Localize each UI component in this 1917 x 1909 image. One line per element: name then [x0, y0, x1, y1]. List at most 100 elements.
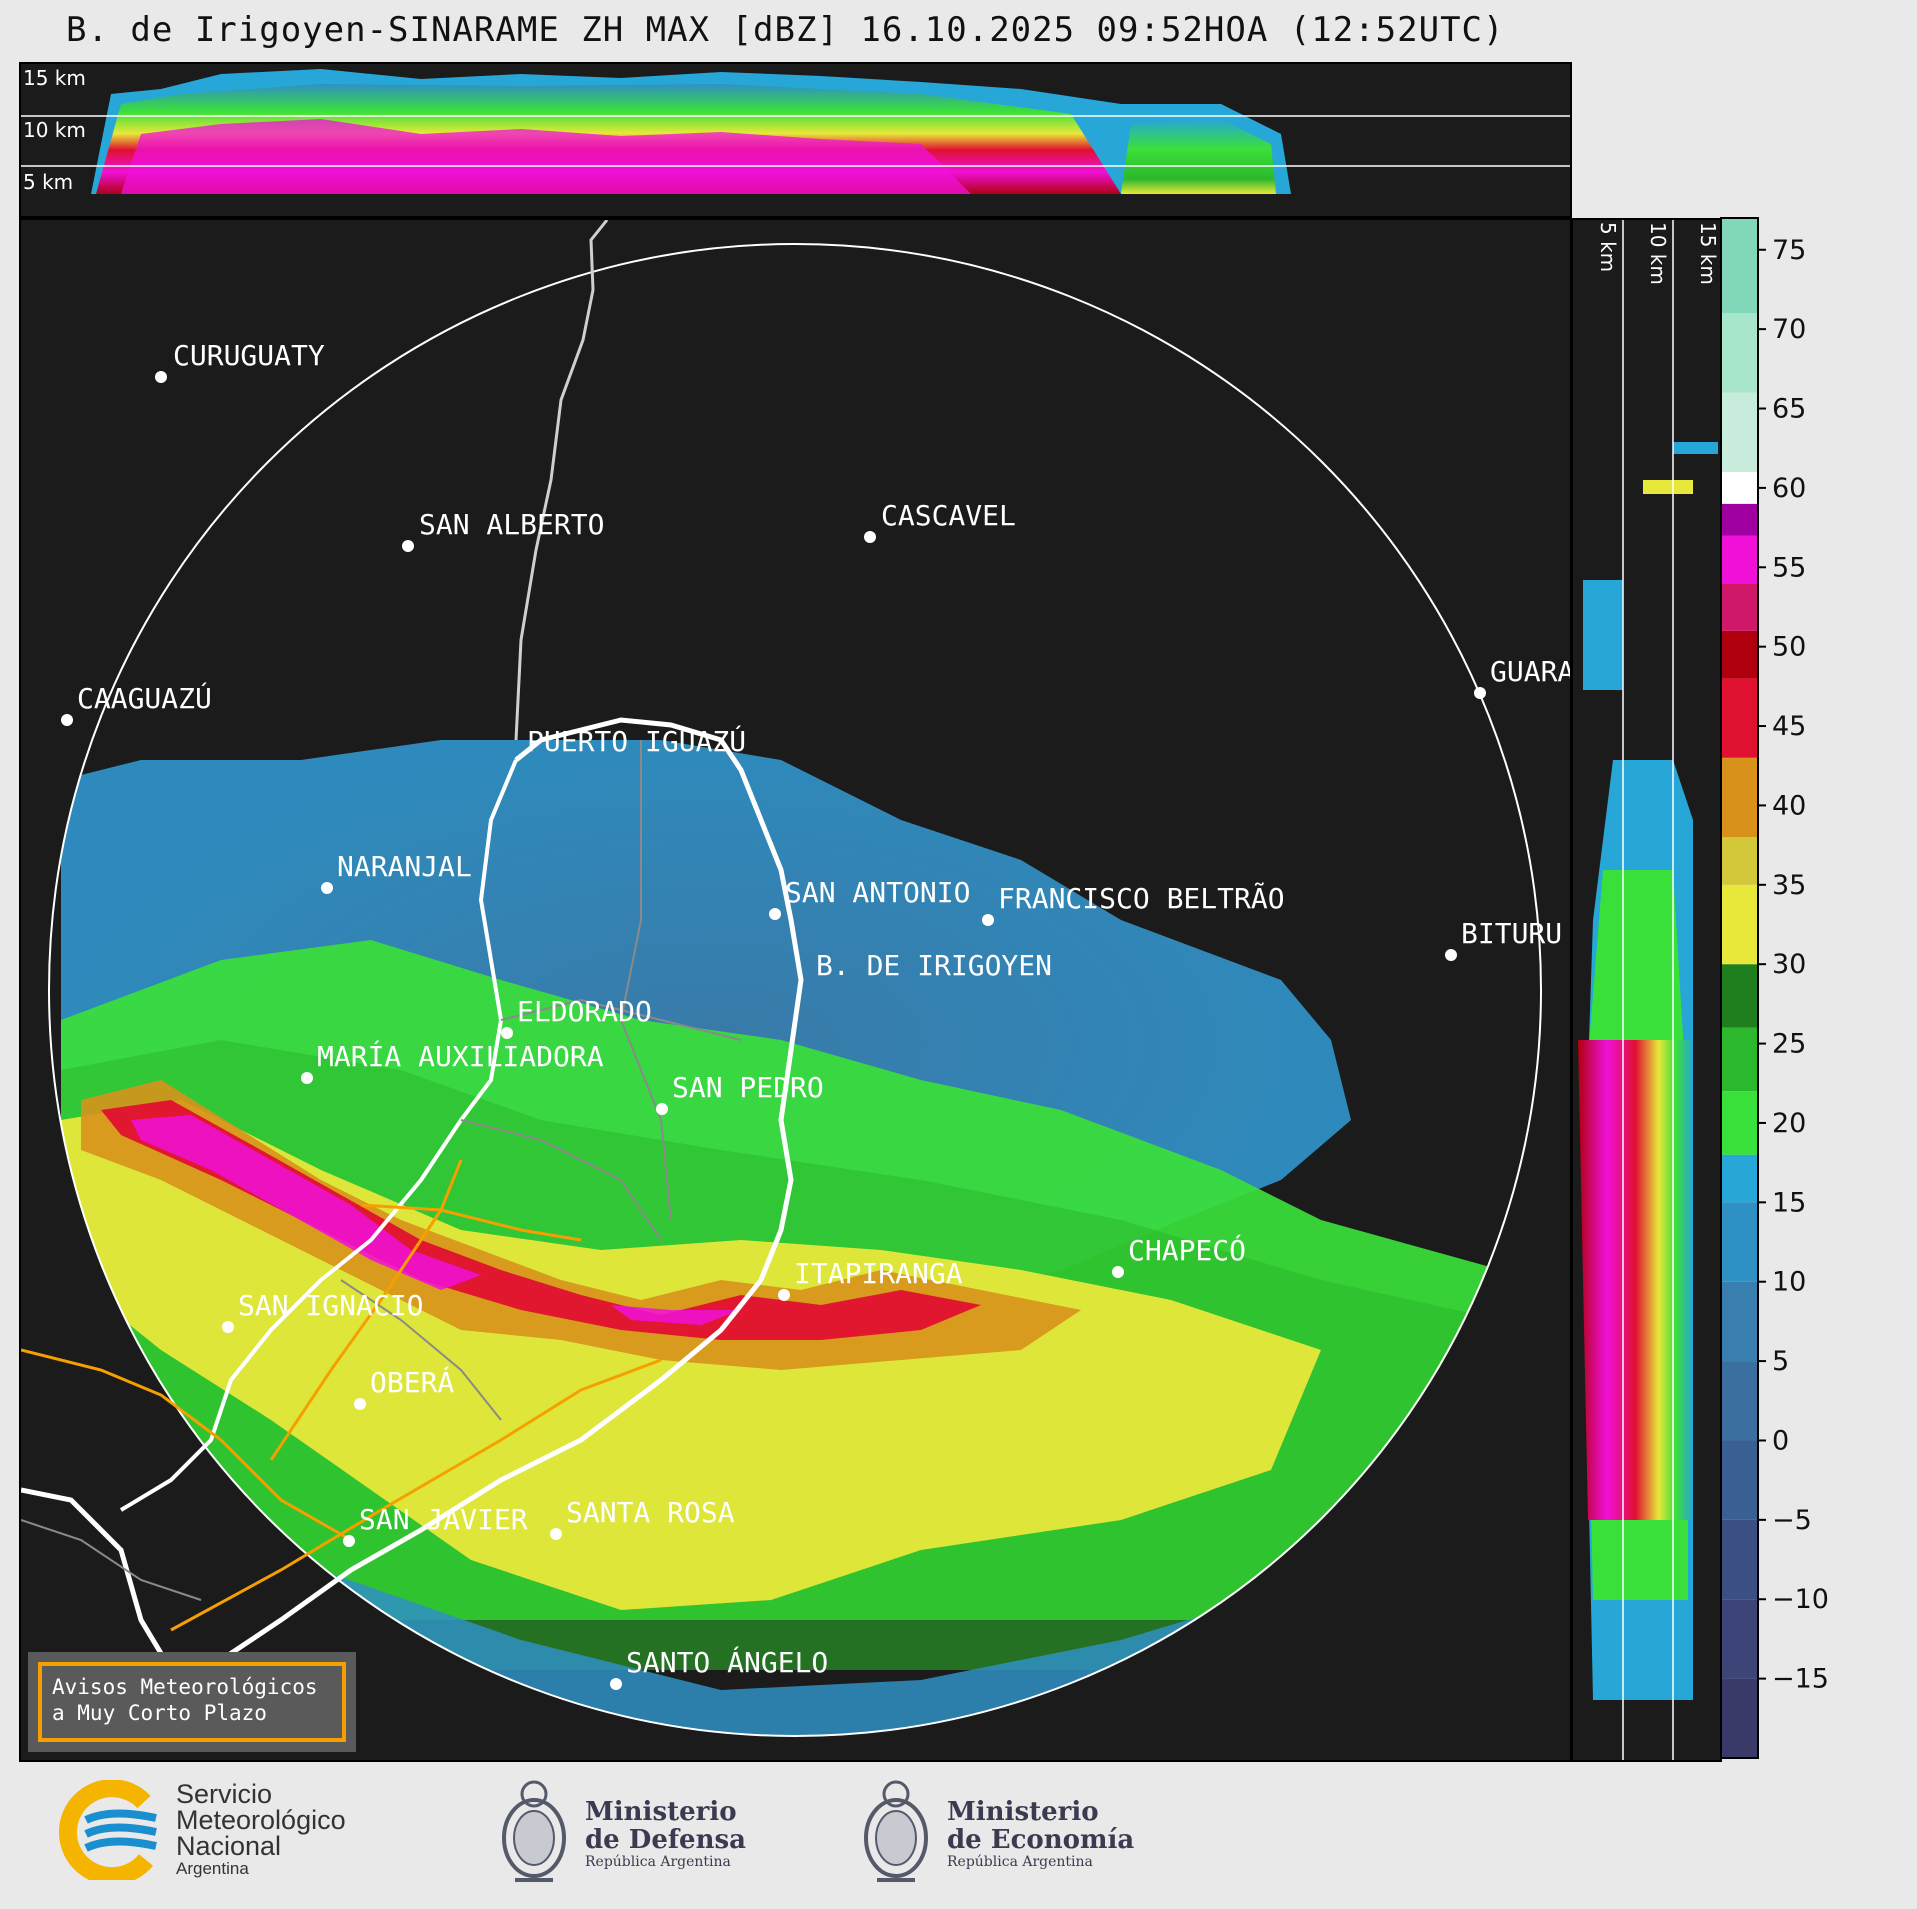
smn-logo: Servicio Meteorológico Nacional Argentin… — [56, 1780, 346, 1880]
colorbar-band-15 — [1721, 630, 1758, 679]
colorbar-band-22 — [1721, 218, 1758, 314]
colorbar-tick-label-8: 35 — [1772, 870, 1806, 901]
top-height-svg: 15 km 10 km 5 km — [21, 66, 1570, 194]
city-label-obera: OBERÁ — [370, 1365, 454, 1399]
colorbar-tick-label-5: 50 — [1772, 632, 1806, 663]
city-label-eldorado: ELDORADO — [517, 995, 652, 1028]
side-echo-core — [1578, 1040, 1693, 1520]
colorbar-band-4 — [1721, 1361, 1758, 1441]
echo-magenta-center — [611, 1305, 741, 1325]
city-label-francisco-beltrao: FRANCISCO BELTRÃO — [998, 882, 1285, 915]
orange-border-2 — [269, 1159, 463, 1461]
defensa-seal — [502, 1780, 566, 1882]
city-label-santo-angelo: SANTO ÁNGELO — [626, 1645, 828, 1679]
colorbar-tick-label-2: 65 — [1772, 394, 1806, 425]
city-dot-cascavel — [864, 531, 876, 543]
colorbar-band-0 — [1721, 1678, 1758, 1758]
city-label-guara: GUARA — [1490, 655, 1570, 688]
defensa-line-3: República Argentina — [585, 1854, 731, 1870]
colorbar-tick-label-4: 55 — [1772, 552, 1806, 583]
city-dot-guara — [1474, 687, 1486, 699]
dept-line-2 — [500, 998, 742, 1041]
smn-logo-text: Servicio Meteorológico Nacional Argentin… — [176, 1781, 346, 1879]
city-label-san-antonio: SAN ANTONIO — [785, 876, 970, 909]
city-label-naranjal: NARANJAL — [337, 850, 472, 883]
colorbar-tick-label-10: 25 — [1772, 1029, 1806, 1060]
smn-logo-wave-2 — [84, 1823, 157, 1838]
city-dot-santa-rosa — [550, 1528, 562, 1540]
city-dot-caaguazu — [61, 714, 73, 726]
colorbar-band-11 — [1721, 884, 1758, 965]
city-label-b-de-irigoyen: B. DE IRIGOYEN — [816, 949, 1052, 982]
colorbar-band-12 — [1721, 837, 1758, 885]
colorbar-band-18 — [1721, 503, 1758, 536]
colorbar-band-21 — [1721, 313, 1758, 393]
colorbar-band-7 — [1721, 1154, 1758, 1203]
city-label-san-alberto: SAN ALBERTO — [419, 508, 604, 541]
city-dot-maria-auxiliadora — [301, 1072, 313, 1084]
city-dot-chapeco — [1112, 1266, 1124, 1278]
colorbar-band-9 — [1721, 1027, 1758, 1092]
dept-line-3 — [460, 1119, 662, 1241]
colorbar-tick-label-11: 20 — [1772, 1108, 1806, 1139]
colorbar-frame — [1720, 217, 1759, 1759]
city-dot-san-pedro — [656, 1103, 668, 1115]
smn-line-3: Nacional — [176, 1831, 282, 1861]
dept-line-1 — [619, 740, 672, 1221]
colorbar-tick-label-18: −15 — [1772, 1664, 1829, 1695]
colorbar-band-13 — [1721, 757, 1758, 838]
city-dot-san-javier — [343, 1535, 355, 1547]
city-label-caaguazu: CAAGUAZÚ — [77, 681, 212, 715]
colorbar-tick-label-13: 10 — [1772, 1267, 1806, 1298]
smn-logo-mark — [58, 1780, 157, 1880]
top-10km-label: 10 km — [23, 118, 86, 142]
city-label-maria-auxiliadora: MARÍA AUXILIADORA — [317, 1039, 604, 1073]
defensa-line-2: de Defensa — [585, 1825, 746, 1855]
colorbar-band-1 — [1721, 1599, 1758, 1679]
city-dot-obera — [354, 1398, 366, 1410]
city-dot-san-antonio — [769, 908, 781, 920]
alert-box-frame: Avisos Meteorológicos a Muy Corto Plazo — [38, 1662, 346, 1742]
economia-seal — [864, 1780, 928, 1882]
side-echo-blob-2 — [1673, 442, 1718, 454]
city-label-chapeco: CHAPECÓ — [1128, 1233, 1246, 1267]
radar-title: B. de Irigoyen-SINARAME ZH MAX [dBZ] 16.… — [66, 10, 1505, 50]
smn-line-2: Meteorológico — [176, 1805, 346, 1835]
colorbar-bands — [1721, 218, 1758, 1758]
side-10km-label: 10 km — [1646, 222, 1670, 285]
economia-logo: Ministerio de Economía República Argenti… — [857, 1772, 1134, 1896]
top-5km-label: 5 km — [23, 170, 73, 194]
dept-line-5 — [21, 1519, 202, 1601]
city-label-itapiranga: ITAPIRANGA — [794, 1257, 963, 1290]
city-label-puerto-iguazu: PUERTO IGUAZÚ — [527, 724, 746, 758]
city-dot-naranjal — [321, 882, 333, 894]
side-5km-label: 5 km — [1596, 222, 1620, 272]
colorbar-tick-label-9: 30 — [1772, 949, 1806, 980]
top-height-panel: 15 km 10 km 5 km — [19, 62, 1572, 218]
city-dot-santo-angelo — [610, 1678, 622, 1690]
side-height-svg: 5 km 10 km 15 km — [1578, 220, 1720, 1760]
echo-orange — [81, 1080, 1081, 1370]
colorbar-band-8 — [1721, 1091, 1758, 1155]
city-label-curuguaty: CURUGUATY — [173, 339, 325, 372]
smn-logo-wave-3 — [84, 1837, 157, 1852]
economia-line-1: Ministerio — [947, 1797, 1099, 1827]
colorbar-band-10 — [1721, 964, 1758, 1028]
range-ring — [48, 243, 1542, 1737]
colorbar-tick-label-12: 15 — [1772, 1187, 1806, 1218]
smn-logo-wave-1 — [84, 1809, 157, 1824]
city-dot-eldorado — [501, 1027, 513, 1039]
colorbar-band-19 — [1721, 472, 1758, 504]
city-label-cascavel: CASCAVEL — [881, 499, 1016, 532]
top-echo-max — [121, 119, 971, 194]
city-dot-francisco-beltrao — [982, 914, 994, 926]
smn-logo-arc — [58, 1780, 153, 1880]
side-height-panel: 5 km 10 km 15 km — [1571, 218, 1722, 1762]
colorbar-band-3 — [1721, 1440, 1758, 1520]
dept-line-4 — [340, 1279, 502, 1421]
colorbar-tick-label-15: 0 — [1772, 1425, 1789, 1456]
colorbar-band-6 — [1721, 1202, 1758, 1282]
side-echo-blob — [1643, 480, 1693, 494]
smn-line-1: Servicio — [176, 1779, 273, 1809]
